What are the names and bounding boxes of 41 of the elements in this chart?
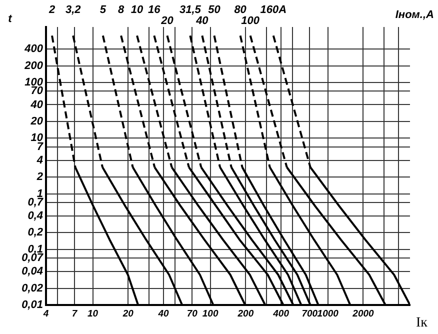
y-tick-label: 0,04: [22, 266, 43, 278]
y-tick-label: 0,02: [22, 282, 43, 294]
series-label: 3,2: [65, 4, 81, 16]
y-tick-label: 200: [24, 60, 44, 72]
x-tick-label: 100: [202, 308, 219, 320]
y-tick-label: 0,07: [22, 252, 44, 264]
x-tick-label: 1000: [317, 308, 340, 320]
y-tick-label: 0,4: [28, 210, 43, 222]
series-label: 16: [148, 4, 162, 16]
y-tick-label: 400: [24, 43, 44, 56]
text: 160A: [260, 4, 287, 16]
x-tick-label: 7: [72, 308, 78, 320]
x-tick-label: 400: [272, 308, 290, 320]
series-label: 80: [234, 4, 248, 16]
y-tick-label: 0,7: [28, 196, 44, 208]
series-label: 2: [48, 4, 56, 16]
x-tick-label: 10: [87, 308, 99, 320]
y-tick-label: 4: [36, 154, 43, 166]
series-label: 100: [241, 15, 260, 28]
y-axis-title: t: [8, 13, 14, 26]
x-tick-label: 200: [236, 308, 254, 320]
y-tick-label: 20: [30, 115, 44, 128]
series-label: 20: [160, 15, 174, 28]
legend-title: Iном.,A: [395, 9, 434, 22]
x-tick-label: 2000: [352, 308, 375, 320]
y-tick-label: 2: [36, 171, 43, 184]
x-axis-title: Iк: [416, 316, 428, 331]
y-tick-label: 0,2: [28, 226, 43, 239]
x-tick-label: 700: [302, 308, 318, 320]
series-label: 40: [195, 15, 210, 28]
y-tick-label: 40: [30, 98, 44, 111]
x-tick-label: 70: [186, 308, 198, 320]
series-label: 10: [130, 4, 144, 16]
series-label: 8: [118, 4, 125, 16]
x-tick-label: 20: [122, 308, 134, 320]
series-label: 5: [100, 4, 107, 16]
text: 31,5: [179, 4, 202, 16]
series-label: 50: [208, 4, 222, 16]
y-tick-label: 7: [36, 140, 44, 153]
y-tick-label: 0,01: [22, 299, 43, 312]
x-tick-label: 40: [157, 308, 170, 320]
